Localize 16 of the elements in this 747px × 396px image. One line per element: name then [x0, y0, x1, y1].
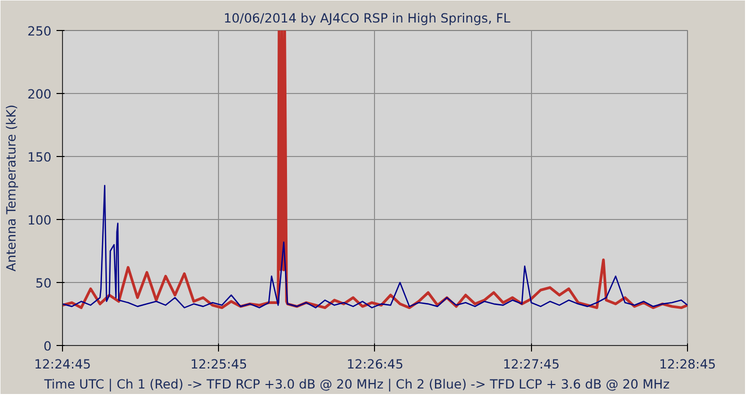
y-tick-label: 250: [27, 24, 52, 38]
y-tick-label: 100: [27, 212, 52, 228]
y-tick-label: 0: [43, 338, 52, 354]
x-tick-label: 12:24:45: [34, 356, 91, 372]
line-series: [62, 184, 688, 308]
line-series: [62, 30, 688, 310]
y-axis-title: Antenna Temperature (kK): [3, 104, 18, 272]
chart-title: 10/06/2014 by AJ4CO RSP in High Springs, FL: [224, 10, 510, 26]
x-tick-label: 12:28:45: [659, 356, 716, 372]
x-tick-label: 12:27:45: [502, 356, 560, 372]
y-tick-label: 200: [27, 86, 52, 102]
x-axis-title: Time UTC | Ch 1 (Red) -> TFD RCP +3.0 dB @ 20 MHz | Ch 2 (Blue) -> TFD LCP + 3.6 dB @ 20 MHz: [43, 376, 670, 392]
x-tick-label: 12:26:45: [346, 356, 404, 372]
y-tick-label: 50: [35, 276, 52, 290]
y-tick-label: 150: [27, 150, 52, 164]
x-tick-label: 12:25:45: [190, 356, 248, 372]
